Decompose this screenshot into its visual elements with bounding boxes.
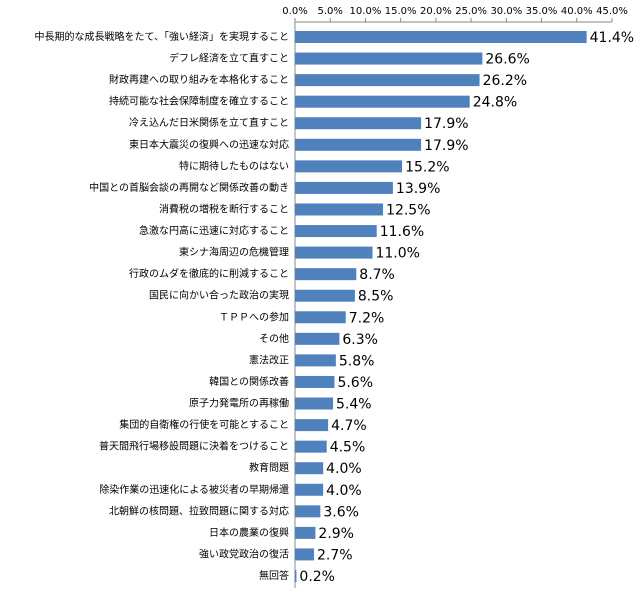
bar [295,311,346,324]
value-label: 11.6% [380,224,424,240]
category-label: 強い政党政治の復活 [199,547,289,560]
category-label: 冷え込んだ日米関係を立て直すこと [129,116,289,129]
value-label: 15.2% [405,159,449,175]
bar [295,160,403,173]
value-label: 4.0% [326,461,362,477]
value-label: 6.3% [342,332,378,348]
bar [295,526,316,539]
bar [295,483,324,496]
bar [295,397,334,410]
bar [295,505,321,518]
x-tick-label: 5.0% [318,6,343,17]
value-label: 0.2% [299,569,335,585]
value-label: 2.9% [318,526,354,542]
value-label: 11.0% [375,246,419,262]
category-label: 持続可能な社会保障制度を確立すること [109,95,289,108]
bar [295,52,483,65]
x-tick-label: 25.0% [455,6,487,17]
value-label: 24.8% [473,95,517,111]
bar [295,117,422,130]
bar [295,181,393,194]
x-tick-label: 40.0% [561,6,593,17]
value-label: 4.0% [326,483,362,499]
category-label: 北朝鮮の核問題、拉致問題に関する対応 [109,504,289,517]
bar [295,548,315,561]
bar [295,246,373,259]
category-label: 消費税の増税を断行すること [159,202,289,215]
value-label: 13.9% [396,181,440,197]
category-label: 財政再建への取り組みを本格化すること [109,73,289,86]
value-label: 17.9% [424,138,468,154]
bar [295,375,335,388]
value-label: 2.7% [317,547,353,563]
category-label: 教育問題 [249,461,289,474]
value-label: 5.6% [337,375,373,391]
x-tick-label: 30.0% [490,6,522,17]
bar [295,419,329,432]
category-label: ＴＰＰへの参加 [219,310,289,323]
value-label: 17.9% [424,116,468,132]
value-label: 3.6% [323,504,359,520]
bar [295,74,480,87]
bar [295,31,587,43]
category-label: 普天間飛行場移設問題に決着をつけること [99,440,289,453]
bar [295,289,355,302]
bar [295,354,336,367]
x-tick-label: 20.0% [420,6,452,17]
bar [295,570,297,582]
category-label: 憲法改正 [249,353,289,366]
value-label: 26.6% [485,52,529,68]
x-tick-label: 10.0% [350,6,382,17]
bar [295,138,422,151]
category-label: 除染作業の迅速化による被災者の早期帰還 [99,483,289,496]
value-label: 5.8% [339,353,375,369]
bar [295,203,384,216]
category-label: 集団的自衛権の行使を可能とすること [119,418,289,431]
value-label: 26.2% [483,73,527,89]
x-tick-label: 15.0% [385,6,417,17]
category-label: 日本の農業の復興 [209,526,289,539]
bar [295,332,340,345]
category-label: 国民に向かい合った政治の実現 [149,289,289,302]
category-label: 無回答 [259,569,289,582]
category-label: 中国との首脳会談の再開など関係改善の動き [89,181,289,194]
category-label: 行政のムダを徹底的に削減すること [129,267,289,280]
value-label: 8.7% [359,267,395,283]
category-label: 原子力発電所の再稼働 [189,397,289,410]
category-label: 中長期的な成長戦略をたて、「強い経済」を実現すること [35,30,290,43]
value-label: 4.7% [331,418,367,434]
value-label: 4.5% [330,440,366,456]
x-tick-label: 35.0% [526,6,558,17]
value-label: 8.5% [358,289,394,305]
value-label: 41.4% [590,30,634,46]
category-label: 東シナ海周辺の危機管理 [179,246,289,259]
x-tick-label: 45.0% [596,6,628,17]
category-label: 急激な円高に迅速に対応すること [139,224,289,237]
bar [295,225,377,238]
category-label: 東日本大震災の復興への迅速な対応 [129,138,289,151]
bar [295,440,327,453]
bar [295,268,357,281]
bar [295,95,470,108]
category-label: 特に期待したものはない [179,159,289,172]
value-label: 7.2% [349,310,385,326]
category-label: デフレ経済を立て直すこと [169,52,289,65]
value-label: 5.4% [336,397,372,413]
x-tick-label: 0.0% [282,6,307,17]
bar [295,462,324,475]
category-label: その他 [259,332,289,345]
category-label: 韓国との関係改善 [209,375,289,388]
value-label: 12.5% [386,202,430,218]
